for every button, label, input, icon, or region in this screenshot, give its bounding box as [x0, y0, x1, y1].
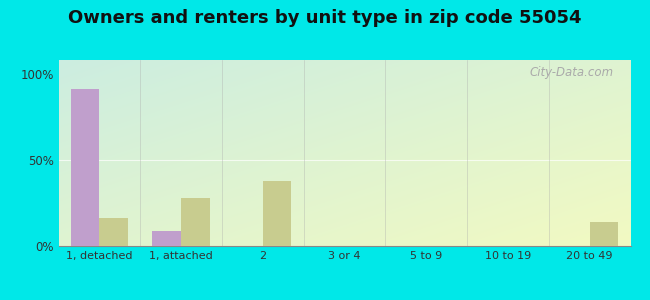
Bar	[153, 230, 181, 246]
Bar	[590, 222, 618, 246]
Text: City-Data.com: City-Data.com	[529, 66, 614, 79]
Bar	[263, 181, 291, 246]
Bar	[181, 198, 210, 246]
Text: Owners and renters by unit type in zip code 55054: Owners and renters by unit type in zip c…	[68, 9, 582, 27]
Bar	[71, 89, 99, 246]
Bar	[99, 218, 128, 246]
